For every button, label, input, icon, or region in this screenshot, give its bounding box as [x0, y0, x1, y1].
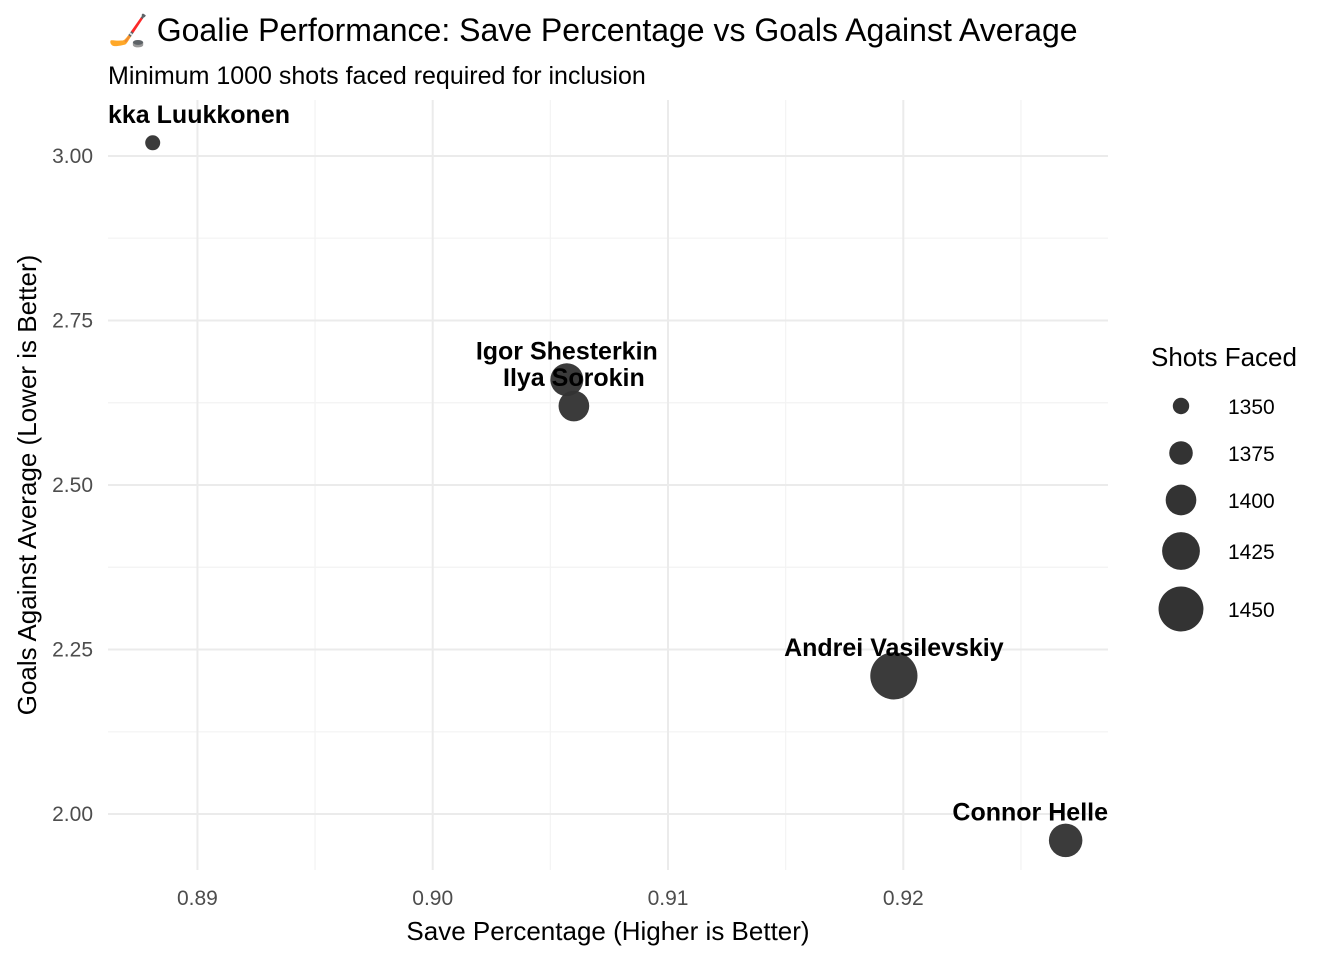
data-point [550, 363, 584, 397]
point-label: Connor Helle [952, 798, 1108, 826]
y-axis-tick-labels: 2.00 2.25 2.50 2.75 3.00 [52, 145, 93, 826]
data-point [1048, 823, 1083, 858]
legend-label: 1350 [1228, 396, 1275, 419]
x-axis-tick-labels: 0.89 0.90 0.91 0.92 [177, 887, 924, 910]
size-legend: Shots Faced 1350 1375 1400 1425 1450 [1151, 342, 1297, 632]
data-point [870, 652, 918, 700]
legend-label: 1450 [1228, 599, 1275, 622]
legend-key [1169, 441, 1193, 465]
legend-title: Shots Faced [1151, 342, 1297, 372]
y-axis-title: Goals Against Average (Lower is Better) [12, 255, 42, 716]
data-point [558, 390, 590, 422]
legend-key [1158, 586, 1204, 632]
chart-title: 🏒 Goalie Performance: Save Percentage vs… [108, 12, 1078, 48]
x-tick-label: 0.89 [177, 887, 218, 910]
point-label: Igor Shesterkin [476, 338, 658, 366]
y-tick-label: 2.00 [52, 803, 93, 826]
legend-key [1172, 397, 1190, 415]
y-tick-label: 2.50 [52, 474, 93, 497]
point-label: kka Luukkonen [108, 101, 290, 129]
y-tick-label: 2.25 [52, 639, 93, 662]
y-tick-label: 3.00 [52, 145, 93, 168]
grid-lines [108, 100, 1108, 870]
legend-label: 1425 [1228, 541, 1275, 564]
chart-subtitle: Minimum 1000 shots faced required for in… [108, 62, 646, 90]
legend-label: 1375 [1228, 443, 1275, 466]
legend-key [1165, 484, 1197, 516]
point-label: Andrei Vasilevskiy [784, 634, 1004, 662]
legend-key [1162, 532, 1200, 570]
data-points [145, 135, 1083, 858]
data-point [145, 135, 161, 151]
x-axis-title: Save Percentage (Higher is Better) [406, 916, 809, 946]
y-tick-label: 2.75 [52, 309, 93, 332]
x-tick-label: 0.92 [883, 887, 924, 910]
point-label: Ilya Sorokin [503, 364, 645, 392]
x-tick-label: 0.90 [412, 887, 453, 910]
x-tick-label: 0.91 [648, 887, 689, 910]
legend-label: 1400 [1228, 490, 1275, 513]
